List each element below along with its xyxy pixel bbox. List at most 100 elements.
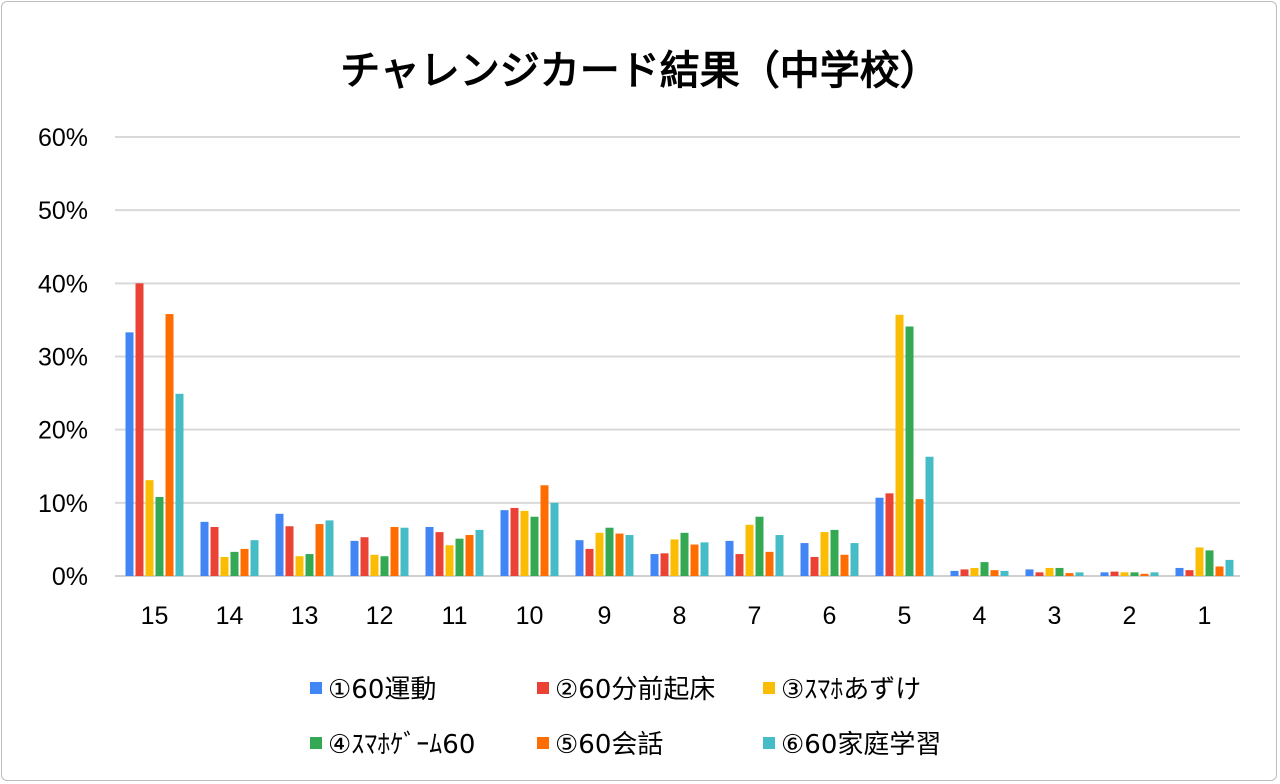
x-tick-label: 8 [673, 602, 687, 630]
bar [305, 554, 314, 576]
bar [690, 544, 699, 576]
bar [1175, 567, 1184, 576]
legend-item: ⑤60会話 [537, 724, 663, 761]
bar [240, 548, 249, 576]
legend-swatch [537, 736, 549, 749]
x-tick-label: 5 [898, 602, 912, 630]
bar [650, 554, 659, 576]
bar [370, 554, 379, 576]
x-tick-label: 10 [516, 602, 544, 630]
legend-swatch [310, 736, 322, 749]
y-tick-label: 30% [38, 344, 88, 372]
bar [295, 556, 304, 576]
bar [1055, 567, 1064, 576]
bar [520, 510, 529, 576]
legend-item: ⑥60家庭学習 [763, 724, 941, 761]
bar [895, 314, 904, 576]
bar [530, 516, 539, 576]
bar [155, 496, 164, 576]
bar [970, 567, 979, 576]
y-tick-label: 20% [38, 417, 88, 445]
bar [250, 540, 259, 576]
bar [1185, 570, 1194, 576]
bar [230, 551, 239, 576]
bar [1195, 547, 1204, 576]
bar [850, 543, 859, 576]
bar [210, 526, 219, 576]
bar [950, 570, 959, 576]
bar [585, 548, 594, 576]
bar [540, 485, 549, 576]
legend-item: ④ｽﾏﾎｹﾞｰﾑ60 [310, 724, 475, 761]
bar [800, 543, 809, 576]
bar [510, 507, 519, 576]
y-tick-label: 40% [38, 270, 88, 298]
bar [830, 529, 839, 576]
x-tick-label: 4 [973, 602, 987, 630]
bar [840, 554, 849, 576]
bar [425, 526, 434, 576]
bar [1150, 572, 1159, 576]
bar [745, 524, 754, 576]
bar [125, 332, 134, 576]
chart-title: チャレンジカード結果（中学校） [340, 48, 940, 94]
bar [980, 562, 989, 576]
bar [1045, 567, 1054, 576]
bar [680, 532, 689, 576]
bar [285, 526, 294, 576]
bar [1140, 573, 1149, 576]
bar [1035, 572, 1044, 576]
bar [1120, 572, 1129, 576]
y-tick-label: 10% [38, 490, 88, 518]
bar [445, 545, 454, 576]
bar [575, 540, 584, 576]
legend-item: ③ｽﾏﾎあずけ [763, 669, 921, 706]
legend-label: ①60運動 [328, 675, 437, 705]
x-tick-label: 14 [216, 602, 244, 630]
bar [700, 542, 709, 576]
x-tick-label: 7 [748, 602, 762, 630]
legend-swatch [537, 681, 549, 694]
bar [360, 537, 369, 576]
bar [915, 499, 924, 576]
bar [145, 480, 154, 576]
bar [1110, 571, 1119, 576]
bar [475, 529, 484, 576]
bar [435, 532, 444, 576]
bar [755, 516, 764, 576]
bar [465, 535, 474, 576]
x-tick-label: 2 [1123, 602, 1137, 630]
bar [725, 540, 734, 576]
bar [1130, 572, 1139, 576]
bar [735, 554, 744, 576]
legend-label: ⑤60会話 [555, 730, 664, 760]
legend-label: ⑥60家庭学習 [781, 730, 942, 760]
x-tick-label: 1 [1198, 602, 1212, 630]
bar [390, 526, 399, 576]
bar [885, 493, 894, 576]
bar [135, 283, 144, 576]
legend-swatch [763, 736, 775, 749]
bar [500, 510, 509, 576]
bar [1025, 569, 1034, 576]
bar [455, 538, 464, 576]
y-tick-label: 0% [52, 563, 88, 591]
bar [925, 456, 934, 576]
bar [605, 527, 614, 576]
bar [275, 513, 284, 576]
bar [315, 524, 324, 576]
bar [595, 532, 604, 576]
bar [625, 535, 634, 576]
x-tick-label: 9 [598, 602, 612, 630]
bar [875, 497, 884, 576]
x-tick-label: 11 [442, 602, 468, 630]
legend-label: ②60分前起床 [555, 675, 716, 705]
bar [1225, 559, 1234, 576]
bar [1100, 572, 1109, 576]
bar [905, 326, 914, 576]
bar [325, 520, 334, 576]
bar [550, 502, 559, 576]
bar [960, 569, 969, 576]
